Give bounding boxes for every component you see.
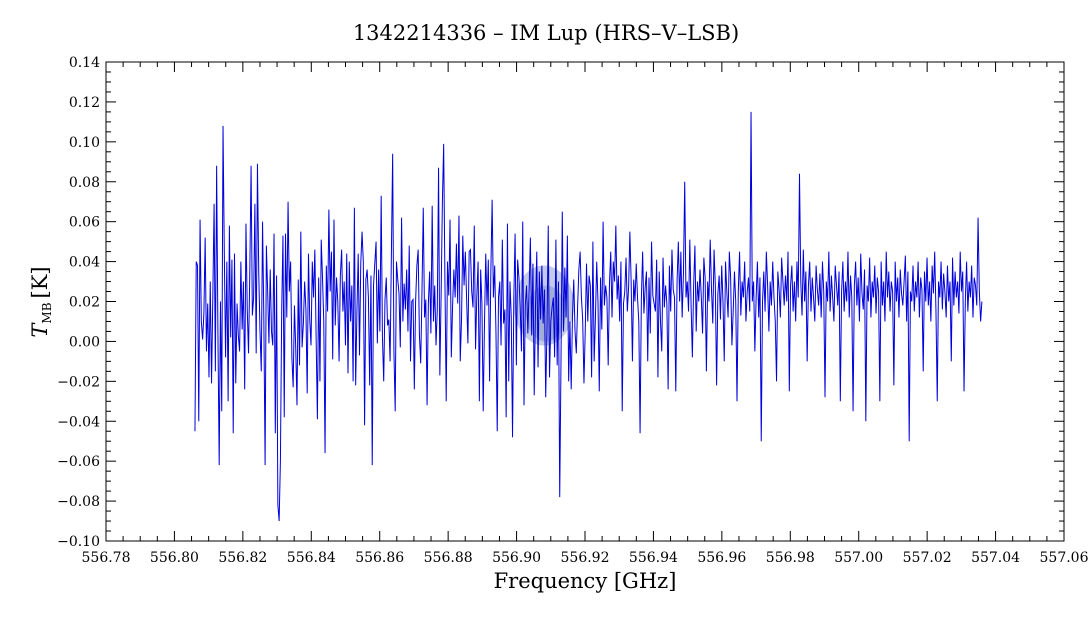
x-tick-label: 557.00 — [834, 550, 883, 566]
x-tick-label: 556.98 — [766, 550, 815, 566]
x-tick-label: 556.80 — [150, 550, 199, 566]
x-tick-label: 556.78 — [82, 550, 131, 566]
x-tick-label: 556.90 — [492, 550, 541, 566]
x-tick-label: 557.04 — [971, 550, 1020, 566]
x-axis-title: Frequency [GHz] — [494, 569, 677, 593]
y-tick-label: −0.10 — [57, 534, 100, 550]
y-tick-label: 0.14 — [69, 55, 100, 71]
x-tick-label: 556.84 — [287, 550, 336, 566]
series-layer — [194, 111, 983, 522]
x-tick-label: 556.88 — [424, 550, 473, 566]
y-axis-title-unit: [K] — [28, 266, 52, 298]
x-tick-label: 557.06 — [1040, 550, 1089, 566]
y-tick-label: −0.08 — [57, 494, 100, 510]
y-tick-label: 0.10 — [69, 135, 100, 151]
y-axis-title: TMB [K] — [28, 266, 54, 337]
x-tick-label: 556.94 — [629, 550, 678, 566]
y-tick-label: 0.08 — [69, 175, 100, 191]
y-axis-title-sub: MB — [40, 302, 54, 323]
chart-title: 1342214336 – IM Lup (HRS–V–LSB) — [353, 21, 739, 45]
x-tick-label: 556.82 — [218, 550, 267, 566]
y-tick-label: −0.04 — [57, 414, 100, 430]
y-tick-label: 0.04 — [69, 255, 100, 271]
y-tick-label: 0.06 — [69, 215, 100, 231]
svg-text:TMB[K]: TMB [K] — [28, 266, 54, 337]
y-tick-labels: −0.10 −0.08 −0.06 −0.04 −0.02 0.00 0.02 0.04 0.0… — [57, 55, 100, 550]
y-tick-label: −0.06 — [57, 454, 100, 470]
x-tick-label: 556.92 — [561, 550, 610, 566]
x-tick-label: 557.02 — [903, 550, 952, 566]
x-tick-label: 556.86 — [355, 550, 404, 566]
series-line-0 — [194, 111, 983, 522]
x-tick-label: 556.96 — [697, 550, 746, 566]
y-tick-label: 0.02 — [69, 295, 100, 311]
y-tick-label: 0.00 — [69, 334, 100, 350]
y-axis-title-main: T — [28, 322, 52, 338]
axis-ticks — [105, 61, 1065, 542]
y-tick-label: −0.02 — [57, 374, 100, 390]
x-tick-labels: 556.78 556.80 556.82 556.84 556.86 556.88 556.… — [82, 550, 1089, 566]
y-tick-label: 0.12 — [69, 95, 100, 111]
